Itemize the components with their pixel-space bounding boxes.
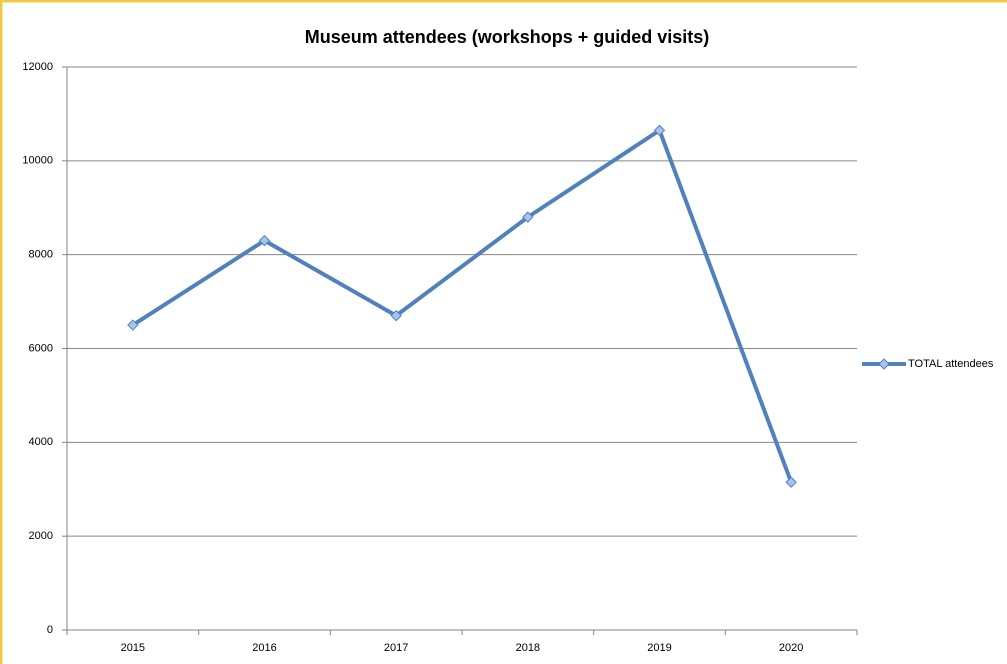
legend-label: TOTAL attendees	[908, 358, 994, 370]
chart-title: Museum attendees (workshops + guided vis…	[305, 27, 710, 47]
y-tick-label: 0	[47, 624, 53, 636]
y-tick-label: 10000	[22, 155, 53, 167]
x-tick-label: 2015	[121, 642, 145, 654]
x-tick-label: 2017	[384, 642, 408, 654]
marker	[785, 476, 797, 488]
y-tick-label: 8000	[29, 249, 53, 261]
y-tick-label: 4000	[29, 436, 53, 448]
x-tick-label: 2019	[647, 642, 671, 654]
series-line	[131, 128, 794, 483]
x-tick-label: 2020	[779, 642, 803, 654]
marker	[522, 211, 534, 223]
marker	[258, 234, 271, 247]
marker	[127, 319, 139, 331]
x-tick-label: 2016	[252, 642, 276, 654]
marker	[390, 309, 402, 322]
x-tick-label: 2018	[516, 642, 540, 654]
y-tick-label: 12000	[22, 61, 53, 73]
y-tick-label: 2000	[29, 530, 53, 542]
legend-marker	[878, 358, 890, 370]
y-tick-label: 6000	[29, 342, 53, 354]
marker	[653, 124, 666, 137]
